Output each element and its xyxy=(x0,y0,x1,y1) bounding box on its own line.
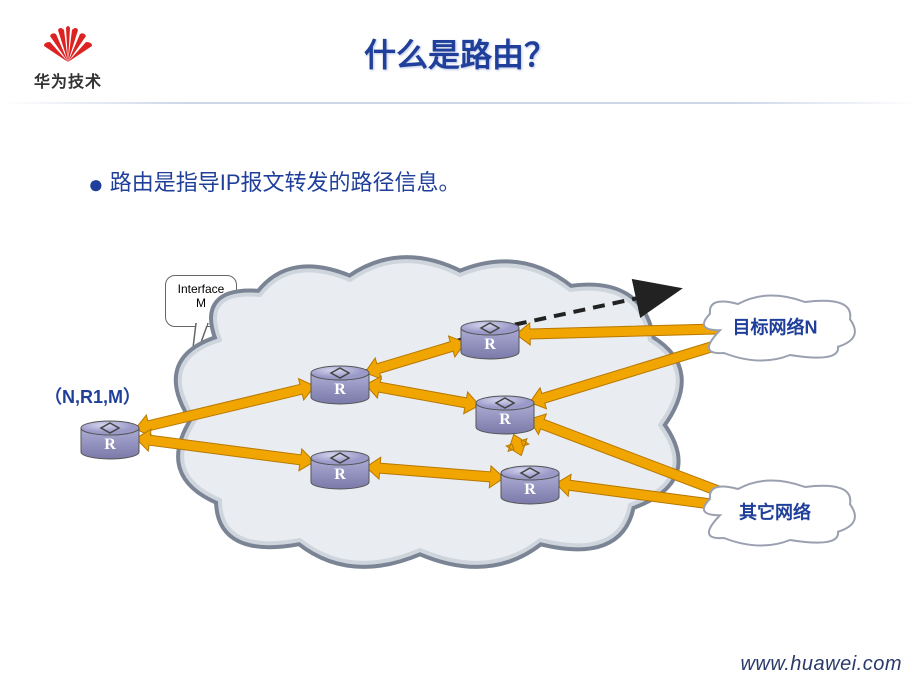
svg-text:目标网络N: 目标网络N xyxy=(733,317,818,338)
svg-text:R: R xyxy=(524,481,536,498)
bullet-content: 路由是指导IP报文转发的路径信息。 xyxy=(110,170,461,195)
slide-title: 什么是路由？ xyxy=(0,30,920,76)
svg-text:R: R xyxy=(104,436,116,453)
title-divider xyxy=(0,102,920,104)
svg-text:其它网络: 其它网络 xyxy=(739,502,811,523)
bullet-dot-icon: ● xyxy=(88,169,104,199)
footer-url: www.huawei.com xyxy=(740,653,902,676)
bullet-text: ●路由是指导IP报文转发的路径信息。 xyxy=(88,165,461,200)
svg-text:R: R xyxy=(334,381,346,398)
svg-text:R: R xyxy=(484,336,496,353)
svg-text:R: R xyxy=(334,466,346,483)
network-diagram: 目标网络N 其它网络 R R R R R R xyxy=(40,250,880,570)
small-clouds-group: 目标网络N 其它网络 xyxy=(704,295,855,545)
svg-text:R: R xyxy=(499,411,511,428)
